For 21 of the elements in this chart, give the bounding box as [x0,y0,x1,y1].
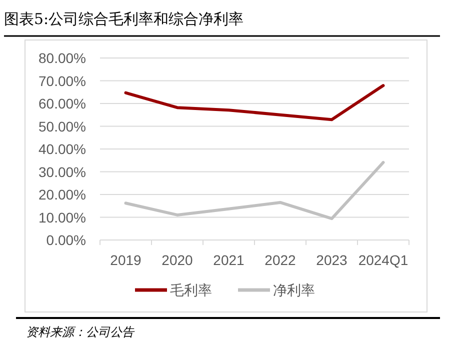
line-series [124,84,385,122]
y-tick-label: 30.00% [38,164,86,180]
x-tick-label: 2020 [162,252,194,268]
line-series [124,160,385,220]
chart-title: 图表5:公司综合毛利率和综合净利率 [4,10,244,28]
x-tick-label: 2022 [264,252,296,268]
legend-label: 净利率 [273,283,315,299]
y-tick-label: 60.00% [38,96,86,112]
x-tick-label: 2023 [316,252,348,268]
x-tick-label: 2019 [110,252,142,268]
x-tick-label: 2024Q1 [358,252,408,268]
y-tick-label: 50.00% [38,118,86,134]
text: 资料来源：公司公告 [26,325,135,339]
y-tick-label: 0.00% [46,232,86,248]
x-tick-label: 2021 [213,252,245,268]
y-tick-label: 10.00% [38,209,86,226]
y-tick-label: 20.00% [38,186,86,202]
y-tick-label: 80.00% [38,50,86,66]
y-tick-label: 70.00% [38,72,86,89]
legend-label: 毛利率 [170,283,212,299]
y-tick-label: 40.00% [38,141,86,157]
